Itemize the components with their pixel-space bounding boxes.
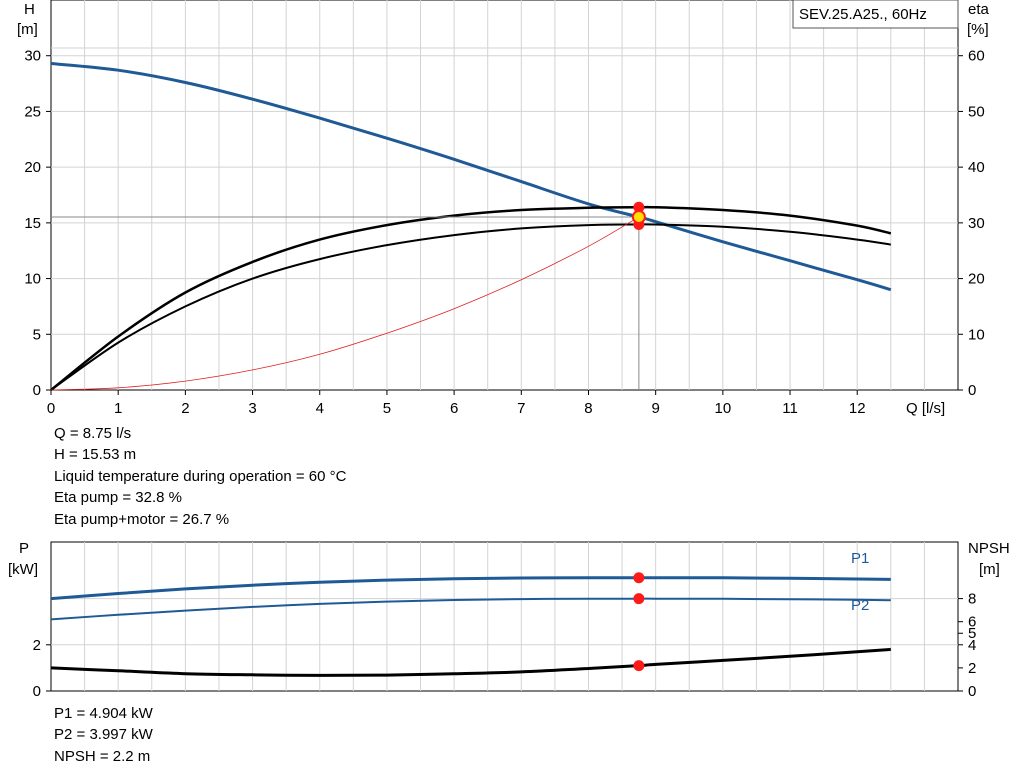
bottom-right-axis-title: NPSH [968,540,1010,557]
x-tick-label: 7 [517,400,525,417]
y-right-tick-label: 20 [968,271,985,288]
p2-curve [50,597,891,621]
bottom-right-axis-unit: [m] [979,561,1000,578]
x-tick-label: 12 [849,400,866,417]
y-tick-label: 20 [24,159,41,176]
bottom-left-axis-title: P [19,540,29,557]
readout-head: H = 15.53 m [54,446,137,464]
readout-eta-pump-motor: Eta pump+motor = 26.7 % [54,510,230,528]
y-tick-label: 30 [24,48,41,65]
eta-pump-curve [50,205,892,391]
x-tick-label: 5 [383,400,391,417]
y-right-tick-label: 10 [968,326,985,343]
x-tick-label: 2 [181,400,189,417]
x-tick-label: 6 [450,400,458,417]
x-tick-label: 8 [584,400,592,417]
top-left-axis-title: H [24,1,35,18]
y-right-tick-label: 6 [968,614,976,631]
npsh-curve [50,647,891,677]
system-curve [50,216,640,391]
y-right-tick-label: 2 [968,660,976,677]
y-tick-label: 0 [33,683,41,700]
y-right-tick-label: 50 [968,103,985,120]
x-tick-label: 1 [114,400,122,417]
top-right-axis-title: eta [968,1,990,18]
y-right-tick-label: 0 [968,683,976,700]
y-right-tick-label: 30 [968,215,985,232]
top-x-axis-title: Q [l/s] [906,400,945,417]
power-readouts: P1 = 4.904 kW P2 = 3.997 kW NPSH = 2.2 m [54,703,153,767]
y-tick-label: 15 [24,215,41,232]
series-label-p1: P1 [851,550,869,567]
y-right-tick-label: 0 [968,382,976,399]
x-tick-label: 10 [715,400,732,417]
y-tick-label: 0 [33,382,41,399]
top-right-axis-unit: [%] [967,21,989,38]
op-marker-duty-point [631,209,646,224]
op-marker-eta-pump [633,201,645,213]
x-tick-label: 0 [47,400,55,417]
op-marker-npsh [633,660,645,672]
y-tick-label: 2 [33,637,41,654]
x-tick-label: 3 [248,400,256,417]
readout-npsh: NPSH = 2.2 m [54,747,151,765]
plot-frame [50,0,959,391]
y-right-tick-label: 40 [968,159,985,176]
y-tick-label: 5 [33,326,41,343]
y-tick-label: 10 [24,271,41,288]
y-tick-label: 25 [24,103,41,120]
y-right-tick-label: 5 [968,625,976,642]
p1-curve [50,576,891,601]
readout-flow: Q = 8.75 l/s [54,425,132,442]
x-tick-label: 11 [782,400,798,417]
series-label-p2: P2 [851,597,869,614]
readout-liquid-temperature: Liquid temperature during operation = 60… [54,467,347,485]
readout-p1: P1 = 4.904 kW [54,705,153,722]
op-marker-p2 [633,593,645,605]
x-tick-label: 4 [316,400,324,417]
top-left-axis-unit: [m] [17,21,38,38]
x-tick-label: 9 [651,400,659,417]
y-right-tick-label: 60 [968,48,985,65]
power-npsh-chart: 0 2 0 2 456 8 [33,541,976,700]
readout-eta-pump: Eta pump = 32.8 % [54,489,182,507]
head-curve [50,62,892,292]
y-right-tick-label: 8 [968,591,976,608]
operating-point-readouts: Q = 8.75 l/s H = 15.53 m Liquid temperat… [54,423,346,530]
model-label: SEV.25.A25., 60Hz [799,6,927,23]
op-marker-p1 [633,572,645,584]
model-label-box: SEV.25.A25., 60Hz [792,0,959,29]
eta-pump-motor-curve [50,223,891,391]
plot-frame [50,541,959,692]
bottom-left-axis-unit: [kW] [8,561,38,578]
readout-p2: P2 = 3.997 kW [54,726,153,744]
y-right-tick-label: 4 [968,637,976,654]
